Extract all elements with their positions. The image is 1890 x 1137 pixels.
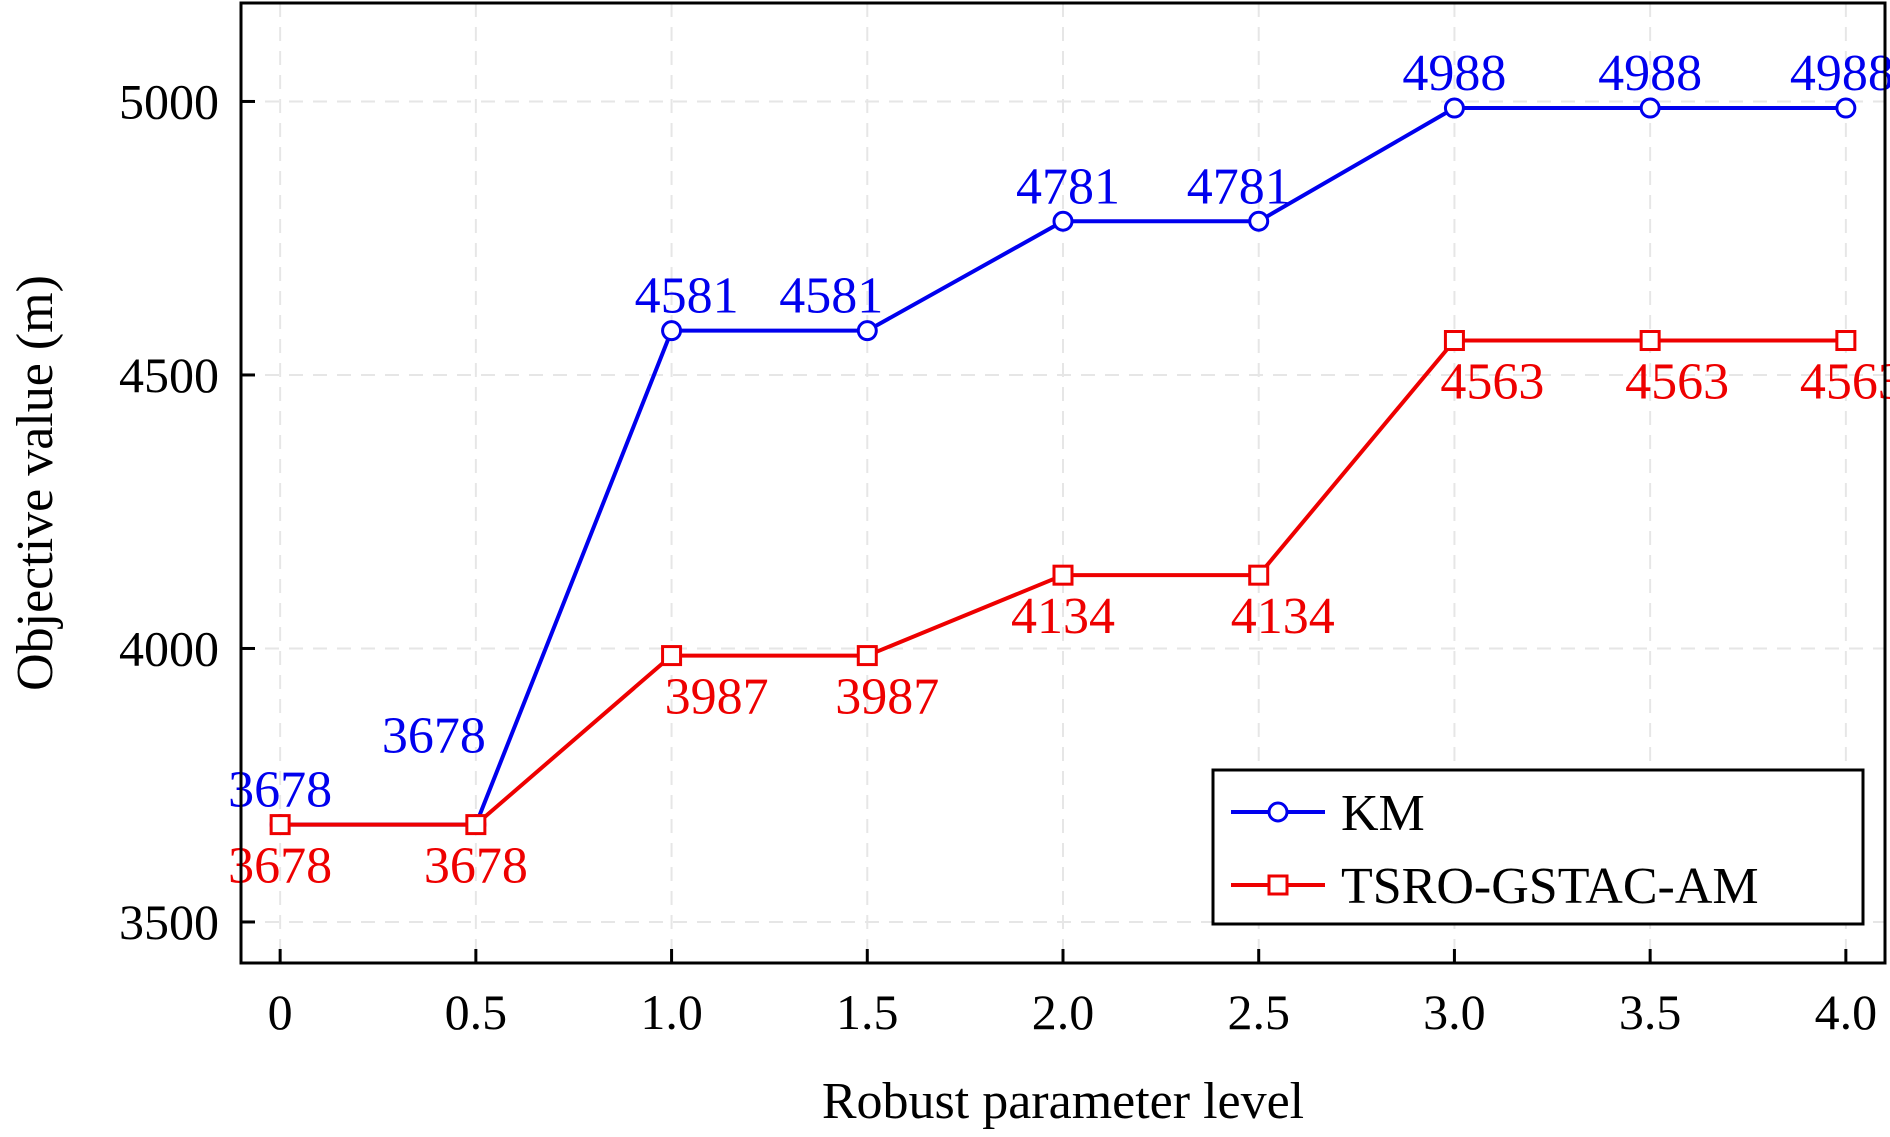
x-tick-label: 2.5 — [1227, 984, 1290, 1040]
data-label: 4563 — [1440, 354, 1544, 411]
data-label: 3987 — [665, 669, 769, 726]
data-label: 3678 — [228, 838, 332, 895]
data-label: 4134 — [1231, 588, 1335, 645]
data-point — [856, 645, 878, 667]
x-tick-label: 0.5 — [445, 984, 508, 1040]
data-label: 4781 — [1187, 158, 1291, 215]
legend-entry-tsro-gstac-am: TSRO-GSTAC-AM — [1231, 858, 1759, 915]
legend-label: TSRO-GSTAC-AM — [1341, 858, 1759, 915]
y-tick-label: 5000 — [119, 73, 219, 129]
data-point — [1443, 97, 1465, 119]
data-label: 4563 — [1625, 354, 1729, 411]
data-label: 4134 — [1011, 588, 1115, 645]
data-point — [661, 320, 683, 342]
legend: KM TSRO-GSTAC-AM — [1211, 768, 1865, 926]
x-tick-label: 3.5 — [1619, 984, 1682, 1040]
data-label: 4581 — [779, 268, 883, 325]
x-tick-label: 1.0 — [640, 984, 703, 1040]
x-tick-label: 2.0 — [1032, 984, 1095, 1040]
data-point — [1248, 564, 1270, 586]
data-point — [269, 814, 291, 836]
data-point — [1639, 97, 1661, 119]
data-point — [661, 645, 683, 667]
data-point — [1639, 330, 1661, 352]
data-label: 4563 — [1800, 354, 1890, 411]
x-tick-label: 0 — [268, 984, 293, 1040]
x-axis-title: Robust parameter level — [822, 1073, 1304, 1130]
legend-marker — [1267, 801, 1289, 823]
data-label: 3678 — [228, 762, 332, 819]
data-label: 4581 — [635, 268, 739, 325]
legend-entry-km: KM — [1231, 785, 1425, 842]
legend-box — [1211, 768, 1865, 926]
x-tick-label: 4.0 — [1815, 984, 1878, 1040]
data-point — [465, 814, 487, 836]
data-label: 4988 — [1790, 45, 1890, 102]
data-label: 4988 — [1402, 45, 1506, 102]
y-tick-label: 4500 — [119, 347, 219, 403]
legend-label: KM — [1341, 785, 1425, 842]
data-label: 4781 — [1016, 158, 1120, 215]
series-tsro-gstac-am: 3678 3678 3987 3987 4134 4134 4563 4563 4563 — [228, 330, 1890, 895]
y-tick-label: 3500 — [119, 894, 219, 950]
series-km: 3678 3678 4581 4581 4781 4781 4988 4988 4988 — [228, 45, 1890, 836]
data-label: 3678 — [424, 838, 528, 895]
x-tick-label: 3.0 — [1423, 984, 1486, 1040]
data-point — [1443, 330, 1465, 352]
data-point — [1052, 210, 1074, 232]
y-tick-label: 4000 — [119, 620, 219, 676]
data-label: 3678 — [382, 708, 486, 765]
data-label: 4988 — [1598, 45, 1702, 102]
axis-ticks: 0 0.5 1.0 1.5 2.0 2.5 3.0 3.5 4.0 3500 4000 4500 500… — [119, 73, 1877, 1040]
legend-marker — [1267, 874, 1289, 896]
data-point — [1835, 330, 1857, 352]
data-point — [856, 320, 878, 342]
data-point — [1052, 564, 1074, 586]
data-point — [1248, 210, 1270, 232]
y-axis-title: Objective value (m) — [7, 275, 64, 691]
x-tick-label: 1.5 — [836, 984, 899, 1040]
data-point — [1835, 97, 1857, 119]
data-label: 3987 — [835, 669, 939, 726]
